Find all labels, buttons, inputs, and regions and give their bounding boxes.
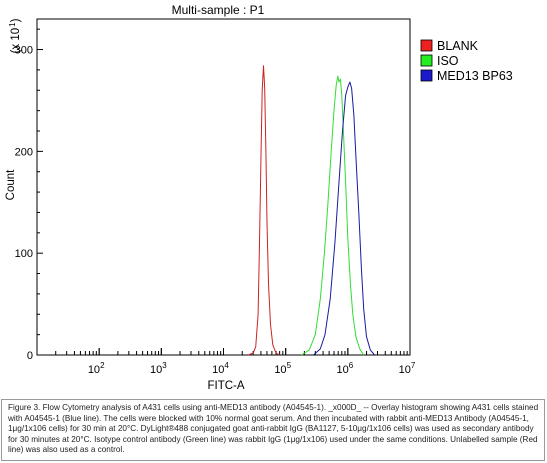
chart-title: Multi-sample : P1 — [172, 3, 265, 17]
legend-swatch — [420, 54, 433, 67]
series-lines — [248, 65, 375, 356]
y-tick-label: 0 — [27, 350, 33, 362]
x-tick-label: 106 — [336, 361, 353, 376]
x-tick-label: 102 — [88, 361, 105, 376]
histogram-chart: Multi-sample : P1 (x 101) Count FITC-A 0… — [5, 3, 513, 392]
legend-label: ISO — [437, 54, 459, 68]
series-line-2 — [301, 75, 365, 356]
flow-cytometry-figure: Multi-sample : P1 (x 101) Count FITC-A 0… — [5, 3, 513, 392]
x-tick-label: 105 — [274, 361, 291, 376]
y-axis-title: Count — [5, 169, 17, 200]
figure-caption: Figure 3. Flow Cytometry analysis of A43… — [8, 403, 539, 455]
x-tick-label: 104 — [212, 361, 229, 376]
legend-swatch — [420, 69, 433, 82]
x-axis-ticks: 102 103 104 105 106 107 — [36, 348, 416, 376]
legend-label: BLANK — [437, 39, 479, 53]
series-line-1 — [248, 65, 280, 356]
legend-swatch — [420, 39, 433, 52]
y-axis-ticks: 0 100 200 300 — [15, 28, 43, 362]
x-tick-label: 103 — [150, 361, 167, 376]
legend-label: MED13 BP63 — [437, 69, 513, 83]
y-tick-label: 200 — [15, 146, 33, 158]
y-tick-label: 100 — [15, 248, 33, 260]
x-axis-title: FITC-A — [207, 380, 244, 392]
plot-frame — [36, 18, 411, 356]
caption-box: Figure 3. Flow Cytometry analysis of A43… — [1, 399, 545, 461]
y-tick-label: 300 — [15, 45, 33, 57]
x-tick-label: 107 — [399, 361, 416, 376]
y-multiplier-label: (x 101) — [8, 18, 22, 53]
series-line-3 — [313, 81, 375, 356]
